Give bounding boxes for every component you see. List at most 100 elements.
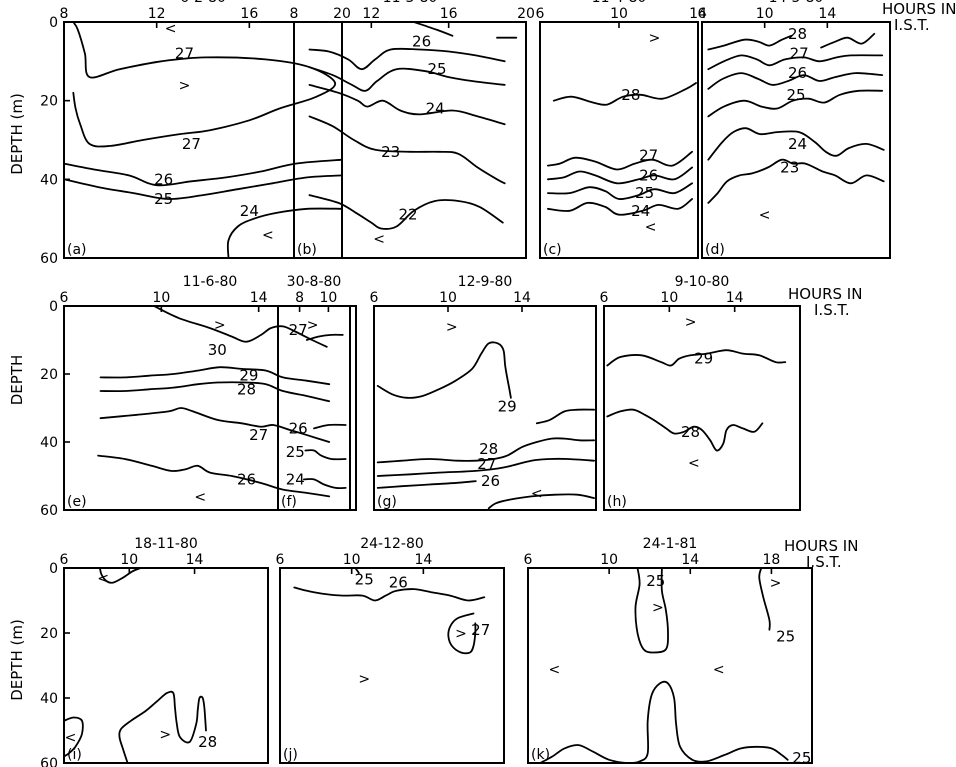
current-arrow: > — [770, 576, 782, 592]
isotherm-line — [707, 89, 884, 118]
x-tick-label: 6 — [370, 290, 379, 306]
panel-f: 30-8-808 10 27 26 25 24 > (f) — [277, 274, 351, 511]
isotherm-line — [634, 567, 669, 654]
panels-layer: 6-2-80812162002040602727262524<><(a)11-3… — [40, 0, 891, 767]
isotherm-line — [547, 182, 693, 200]
isotherm-label: 26 — [289, 419, 308, 437]
x-tick-label: 6 — [600, 290, 609, 306]
panel-letter: (g) — [377, 494, 397, 510]
y-tick-label: 60 — [40, 756, 58, 767]
current-arrow: < — [645, 220, 657, 236]
isotherm-label: 26 — [237, 470, 256, 488]
isotherm-line — [304, 449, 347, 461]
isotherm-label: 25 — [355, 570, 374, 588]
y-tick-label: 0 — [49, 299, 58, 315]
isotherm-label: 23 — [381, 143, 400, 161]
x-tick-label: 10 — [660, 290, 678, 306]
isotherm-line — [308, 66, 506, 92]
isotherm-line — [293, 586, 486, 602]
panel-letter: (a) — [67, 242, 87, 258]
current-arrow: < — [549, 662, 561, 678]
isotherm-label: 25 — [786, 86, 805, 104]
isotherm-label: 24 — [788, 135, 807, 153]
isotherm-label: 25 — [154, 190, 173, 208]
isotherm-label: 27 — [249, 426, 268, 444]
panel-b: 11-3-80 8 12 16 20 26 25 24 23 22 < (b) — [290, 0, 535, 259]
panel-frame — [603, 305, 801, 511]
y-tick-label: 60 — [40, 251, 58, 267]
isotherm-line — [376, 341, 512, 399]
y-tick-label: 40 — [40, 172, 58, 188]
isotherm-line — [552, 82, 697, 106]
x-tick-label: 20 — [333, 6, 351, 22]
isotherm-label: 29 — [498, 397, 517, 415]
x-tick-label: 16 — [240, 6, 258, 22]
x-tick-label: 10 — [439, 290, 457, 306]
isotherm-line — [118, 690, 207, 764]
current-arrow: > — [159, 727, 171, 743]
current-arrow: < — [688, 455, 700, 471]
isotherm-label: 25 — [635, 184, 654, 202]
panel-frame — [539, 21, 699, 259]
isotherm-label: 24 — [426, 100, 445, 118]
isotherm-line — [308, 194, 504, 230]
isotherm-label: 26 — [788, 64, 807, 82]
panel-date: 24-12-80 — [360, 536, 424, 552]
x-tick-label: 10 — [319, 290, 337, 306]
panel-letter: (k) — [531, 747, 550, 763]
panel-frame — [277, 305, 351, 511]
isotherm-line — [305, 333, 344, 341]
y-axis-title-row3: DEPTH (m) — [8, 619, 26, 701]
isotherm-label: 28 — [621, 86, 640, 104]
isotherm-label: 30 — [208, 341, 227, 359]
x-tick-label: 14 — [414, 552, 432, 568]
isotherm-line — [63, 174, 343, 200]
isotherm-line — [539, 680, 789, 765]
current-arrow: < — [531, 486, 543, 502]
isotherm-line — [535, 408, 595, 425]
x-tick-label: 8 — [60, 6, 69, 22]
isotherm-line — [487, 493, 595, 510]
isotherm-label: 26 — [412, 33, 431, 51]
panel-frame — [373, 305, 597, 511]
isotherm-label: 26 — [481, 472, 500, 490]
isotherm-line — [308, 84, 506, 126]
isotherm-label: 27 — [639, 147, 658, 165]
panel-date: 24-1-81 — [643, 536, 698, 552]
hours-label-row3-line2: I.S.T. — [806, 553, 842, 571]
isotherm-line — [413, 21, 454, 37]
isotherm-line — [153, 305, 328, 348]
y-tick-label: 20 — [40, 367, 58, 383]
panel-i: 18-11-80 6 10 14 0 20 40 60 28 < < > (i) — [40, 536, 269, 767]
current-arrow: < — [65, 730, 77, 746]
panel-frame — [701, 21, 891, 259]
x-tick-label: 8 — [295, 290, 304, 306]
isotherm-line — [303, 478, 347, 490]
x-tick-label: 10 — [756, 6, 774, 22]
x-tick-label: 14 — [186, 552, 204, 568]
current-arrow: > — [179, 78, 191, 94]
current-arrow: < — [713, 662, 725, 678]
current-arrow: < — [373, 231, 385, 247]
isotherm-line — [606, 408, 764, 452]
isotherm-line — [72, 21, 337, 148]
isotherm-line — [707, 54, 884, 71]
x-tick-label: 14 — [689, 6, 707, 22]
isotherm-label: 26 — [639, 166, 658, 184]
panel-letter: (f) — [281, 494, 297, 510]
y-axis-title-row1: DEPTH (m) — [8, 93, 26, 175]
x-tick-label: 8 — [290, 6, 299, 22]
isotherm-line — [308, 115, 506, 185]
panel-letter: (d) — [705, 242, 725, 258]
current-arrow: < — [194, 489, 206, 505]
isotherm-line — [313, 423, 347, 430]
panel-a: 6-2-80812162002040602727262524<><(a) — [40, 0, 351, 267]
x-tick-label: 10 — [120, 552, 138, 568]
y-tick-label: 20 — [40, 626, 58, 642]
x-tick-label: 6 — [276, 552, 285, 568]
x-tick-label: 16 — [440, 6, 458, 22]
